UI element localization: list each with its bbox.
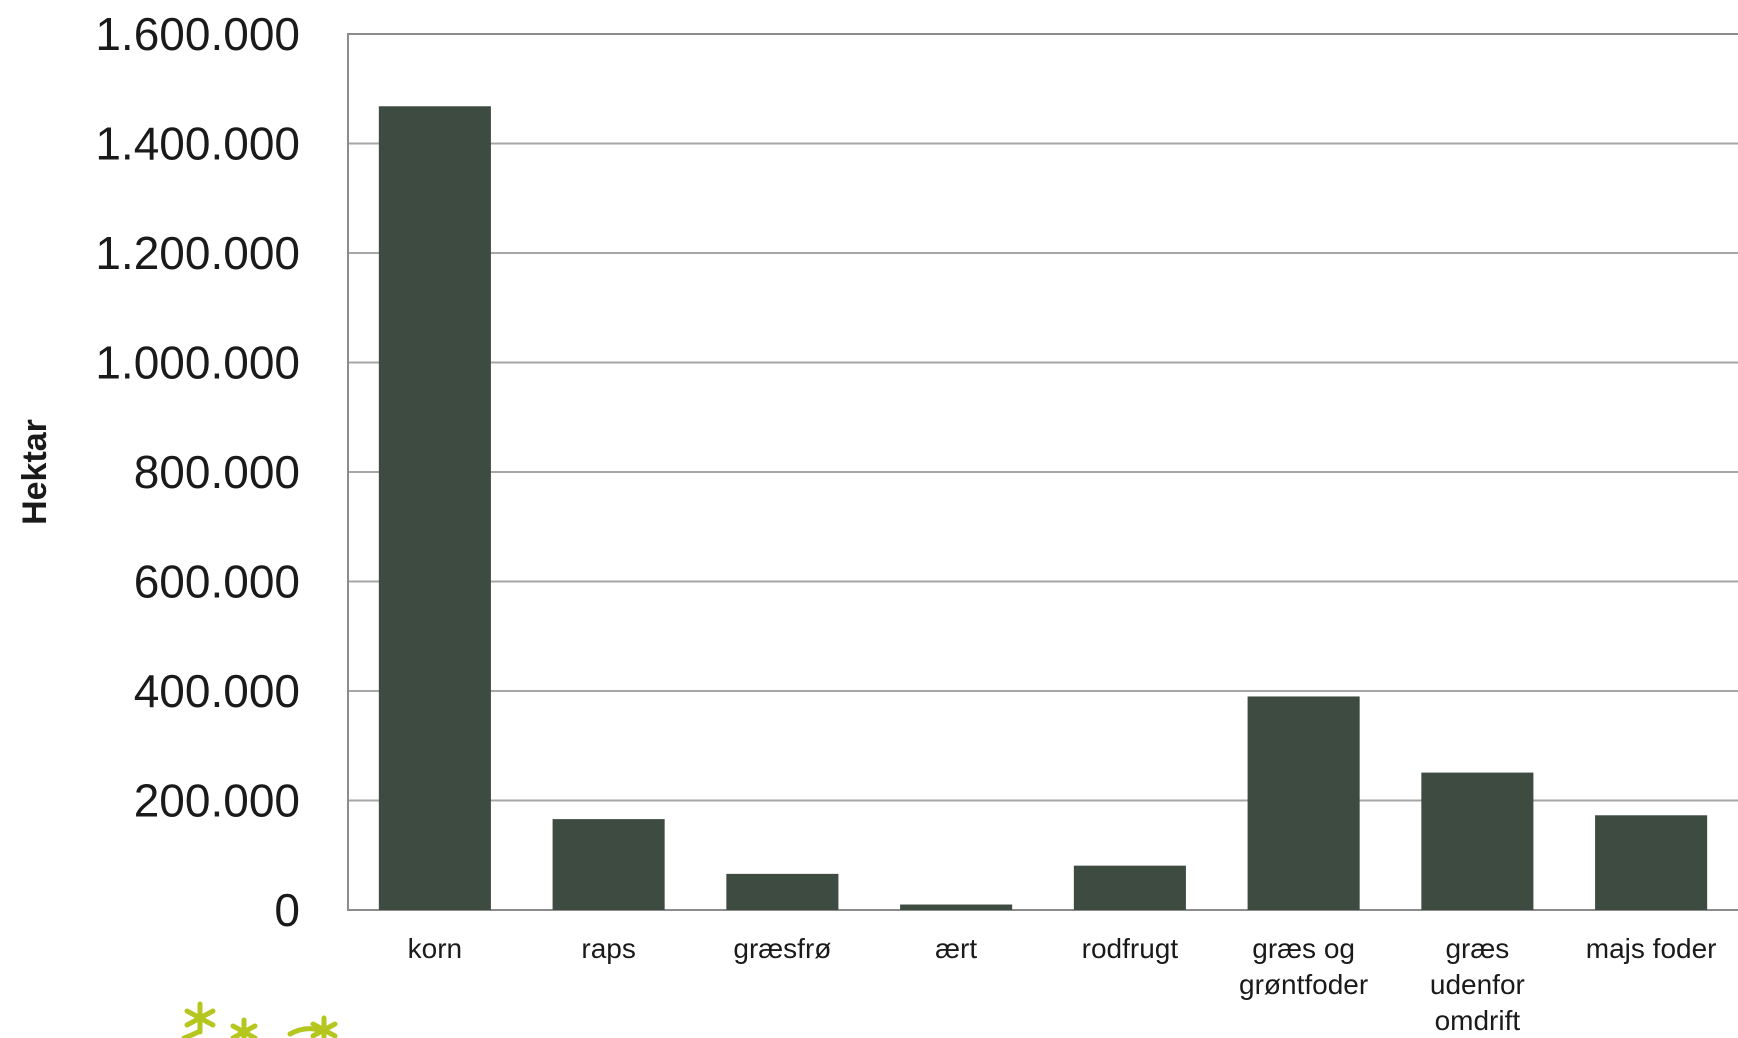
bar <box>378 106 491 910</box>
bars <box>378 106 1708 910</box>
x-tick-label-line: udenfor <box>1430 969 1525 1000</box>
bar <box>552 819 665 910</box>
gridlines <box>348 33 1738 802</box>
x-tick-labels: korn raps græsfrø ært rodfrugt græs og grøntfo… <box>408 933 1717 1036</box>
x-tick-label-line: græs og <box>1252 933 1355 964</box>
x-tick-label-line: græsfrø <box>733 933 831 964</box>
y-tick-labels: 0 200.000 400.000 600.000 800.000 1.000.000 1.… <box>95 8 300 936</box>
x-tick-label-line: rodfrugt <box>1082 933 1179 964</box>
bar <box>1247 696 1360 910</box>
y-tick-label: 200.000 <box>134 775 300 827</box>
bar <box>1595 815 1708 910</box>
x-tick-label-line: korn <box>408 933 462 964</box>
x-tick-label-line: græs <box>1445 933 1509 964</box>
bar <box>900 904 1013 910</box>
logo-mark <box>181 1001 338 1038</box>
bar <box>1421 772 1534 910</box>
x-tick-label-line: ært <box>935 933 977 964</box>
y-tick-label: 400.000 <box>134 665 300 717</box>
axes <box>347 33 1738 911</box>
x-tick-label-line: majs foder <box>1586 933 1717 964</box>
x-tick-label: græsfrø <box>733 933 831 964</box>
x-tick-label: græs udenfor omdrift <box>1430 933 1525 1036</box>
y-axis-label: Hektar <box>16 419 54 525</box>
x-tick-label: græs og grøntfoder <box>1239 933 1368 1000</box>
y-tick-label: 1.600.000 <box>95 8 300 60</box>
y-tick-label: 1.400.000 <box>95 118 300 170</box>
plot-frame <box>347 33 1738 911</box>
x-tick-label: korn <box>408 933 462 964</box>
y-tick-label: 0 <box>274 884 300 936</box>
x-tick-label: majs foder <box>1586 933 1717 964</box>
y-tick-label: 1.200.000 <box>95 227 300 279</box>
x-tick-label-line: omdrift <box>1435 1005 1521 1036</box>
x-tick-label-line: raps <box>581 933 635 964</box>
y-tick-label: 800.000 <box>134 446 300 498</box>
x-tick-label: ært <box>935 933 977 964</box>
bar <box>726 873 839 910</box>
y-tick-label: 1.000.000 <box>95 337 300 389</box>
x-tick-label-line: grøntfoder <box>1239 969 1368 1000</box>
x-tick-label: rodfrugt <box>1082 933 1179 964</box>
y-tick-label: 600.000 <box>134 556 300 608</box>
bar <box>1073 865 1186 910</box>
x-tick-label: raps <box>581 933 635 964</box>
